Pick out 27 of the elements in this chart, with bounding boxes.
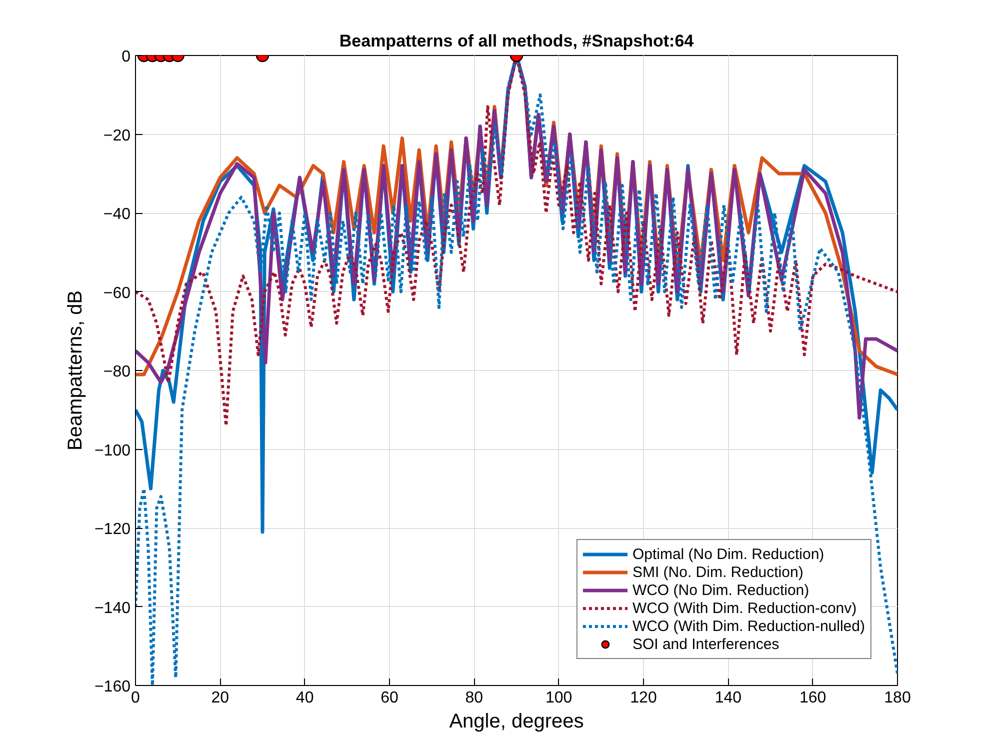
legend-label: Optimal (No Dim. Reduction) [632,545,824,563]
x-tick-label: 60 [380,690,398,706]
y-tick-label: −120 [94,521,131,538]
legend-label: WCO (With Dim. Reduction-nulled) [632,617,865,635]
x-tick-label: 100 [545,690,572,706]
y-tick-label: −80 [103,364,131,380]
y-tick-label: −140 [94,600,131,617]
legend-label: WCO (With Dim. Reduction-conv) [632,599,857,617]
y-tick-label: −100 [94,442,131,460]
y-tick-label: 0 [122,48,131,66]
x-tick-label: 120 [630,690,657,706]
x-tick-label: 20 [211,690,230,706]
x-tick-label: 180 [884,690,911,706]
x-tick-label: 80 [465,690,484,706]
chart-title: Beampatterns of all methods, #Snapshot:64 [339,32,694,50]
x-tick-label: 140 [714,690,742,706]
x-tick-label: 160 [799,690,826,706]
y-tick-label: −60 [103,284,131,302]
y-tick-label: −160 [94,678,131,696]
x-tick-label: 40 [296,690,314,706]
legend-label: SOI and Interferences [632,635,780,653]
y-tick-label: −20 [103,127,131,144]
y-tick-label: −40 [103,206,131,223]
legend-label: WCO (No Dim. Reduction) [632,581,810,599]
legend-label: SMI (No. Dim. Reduction) [632,563,804,581]
x-axis-title: Angle, degrees [449,710,584,732]
y-axis-title: Beampatterns, dB [64,290,86,451]
